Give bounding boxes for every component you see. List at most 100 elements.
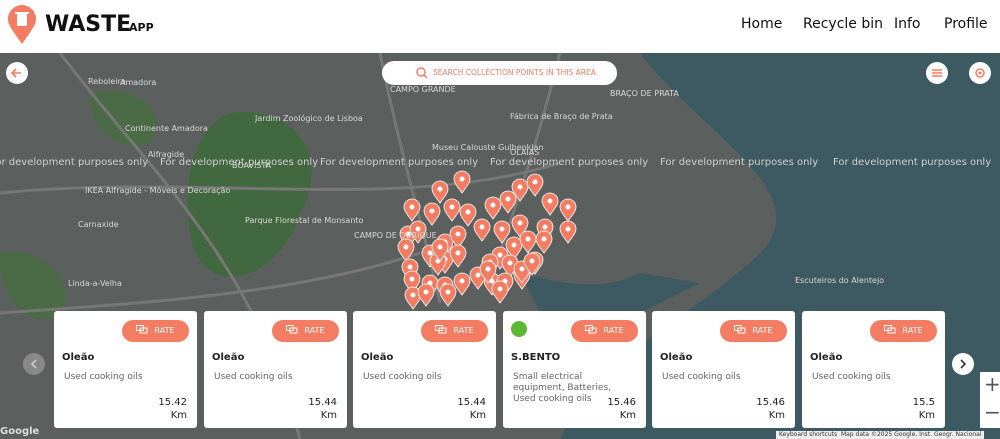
map-pin[interactable] [541, 192, 559, 216]
pin-shape [493, 220, 511, 244]
card-unit: Km [918, 410, 935, 421]
result-card[interactable]: RATE Oleão Used cooking oils 15.42 Km [54, 311, 197, 428]
result-card[interactable]: RATE Oleão Used cooking oils 15.44 Km [204, 311, 347, 428]
map-label: Fábrica de Braço de Prata [510, 112, 613, 121]
map-pin[interactable] [417, 283, 435, 307]
map-pin[interactable] [397, 238, 415, 262]
pin-shape [409, 220, 427, 244]
result-card[interactable]: RATE Oleão Used cooking oils 15.44 Km [353, 311, 496, 428]
pin-dot [407, 264, 413, 270]
pin-shape [535, 230, 553, 254]
card-distance: 15.44 [457, 397, 486, 408]
pin-shape [511, 214, 529, 238]
rate-label: RATE [752, 326, 773, 335]
map-pin[interactable] [501, 254, 519, 278]
map-label: BOAVISTA [232, 161, 272, 170]
pin-dot [409, 276, 415, 282]
pin-dot [479, 224, 485, 230]
result-card[interactable]: RATE Oleão Used cooking oils 15.46 Km [652, 311, 795, 428]
pin-shape [559, 220, 577, 244]
map-pin[interactable] [479, 260, 497, 284]
nav-profile[interactable]: Profile [944, 16, 988, 32]
map-pin[interactable] [423, 202, 441, 226]
pin-dot [497, 252, 503, 258]
map-pin[interactable] [453, 272, 471, 296]
rate-button[interactable]: RATE [571, 320, 638, 342]
rate-button[interactable]: RATE [122, 320, 189, 342]
zoom-in[interactable]: + [984, 372, 1000, 396]
locate-button[interactable] [969, 62, 991, 84]
nav-home[interactable]: Home [741, 16, 783, 32]
map-pin[interactable] [404, 286, 422, 310]
map-pin[interactable] [511, 178, 529, 202]
card-description: Small electrical equipment, Batteries, U… [513, 372, 611, 404]
nav-info[interactable]: Info [894, 16, 921, 32]
header: WASTE APP Home Recycle bin Info Profile [0, 0, 1000, 53]
prev-button[interactable] [23, 353, 45, 375]
pin-dot [459, 176, 465, 182]
pin-dot [565, 226, 571, 232]
pin-dot [455, 231, 461, 237]
pin-shape [417, 283, 435, 307]
map-pin[interactable] [453, 170, 471, 194]
back-button[interactable] [6, 62, 28, 84]
card-unit: Km [320, 410, 337, 421]
map-pin[interactable] [559, 198, 577, 222]
map-pin[interactable] [523, 252, 541, 276]
search-bar[interactable]: SEARCH COLLECTION POINTS IN THIS AREA [382, 61, 617, 85]
map-pin[interactable] [484, 196, 502, 220]
map-pin[interactable] [459, 203, 477, 227]
map-pin[interactable] [535, 230, 553, 254]
nav-recycle[interactable]: Recycle bin [803, 16, 883, 32]
pin-dot [532, 179, 538, 185]
map-pin[interactable] [499, 190, 517, 214]
result-card[interactable]: RATE S.BENTO Small electrical equipment, B… [503, 311, 646, 428]
result-card[interactable]: RATE Oleão Used cooking oils 15.5 Km [802, 311, 945, 428]
pin-shape [439, 283, 457, 307]
map-label: Carnaxide [78, 220, 119, 229]
pin-dot [490, 202, 496, 208]
watermark: For development purposes only [160, 157, 318, 168]
map-pin[interactable] [439, 283, 457, 307]
pin-dot [511, 242, 517, 248]
filter-button[interactable] [926, 62, 948, 84]
map-pin[interactable] [409, 220, 427, 244]
pin-shape [491, 280, 509, 304]
card-description: Used cooking oils [812, 372, 891, 382]
map-pin[interactable] [511, 214, 529, 238]
map-pin[interactable] [493, 220, 511, 244]
card-name: Oleão [62, 352, 95, 363]
watermark: For development purposes only [320, 157, 478, 168]
shortcuts[interactable]: Keyboard shortcuts [779, 431, 838, 438]
map-pin[interactable] [403, 198, 421, 222]
map-pin[interactable] [473, 218, 491, 242]
map-pin[interactable] [449, 225, 467, 249]
card-name: S.BENTO [511, 352, 561, 363]
pin-shape [453, 170, 471, 194]
rate-button[interactable]: RATE [870, 320, 937, 342]
card-description: Used cooking oils [363, 372, 442, 382]
map-pin[interactable] [491, 280, 509, 304]
map-pin[interactable] [443, 198, 461, 222]
pin-shape [453, 272, 471, 296]
map-pin[interactable] [505, 236, 523, 260]
map-label: CAMPO DE OURIQUE [354, 231, 437, 240]
pin-dot [445, 289, 451, 295]
next-button[interactable] [952, 353, 974, 375]
pin-shape [541, 192, 559, 216]
map-pin[interactable] [519, 230, 537, 254]
map-pin[interactable] [431, 238, 449, 262]
category-icon [511, 321, 527, 337]
pin-dot [437, 186, 443, 192]
map-label: Escuteiros do Alentejo [795, 276, 884, 285]
logo-sub: APP [129, 21, 154, 34]
rate-button[interactable]: RATE [720, 320, 787, 342]
rate-button[interactable]: RATE [272, 320, 339, 342]
logo-icon [8, 5, 36, 44]
rate-button[interactable]: RATE [421, 320, 488, 342]
map-pin[interactable] [559, 220, 577, 244]
map-pin[interactable] [526, 173, 544, 197]
map-pin[interactable] [431, 180, 449, 204]
zoom-out[interactable]: − [984, 400, 1000, 424]
map-pin[interactable] [449, 244, 467, 268]
